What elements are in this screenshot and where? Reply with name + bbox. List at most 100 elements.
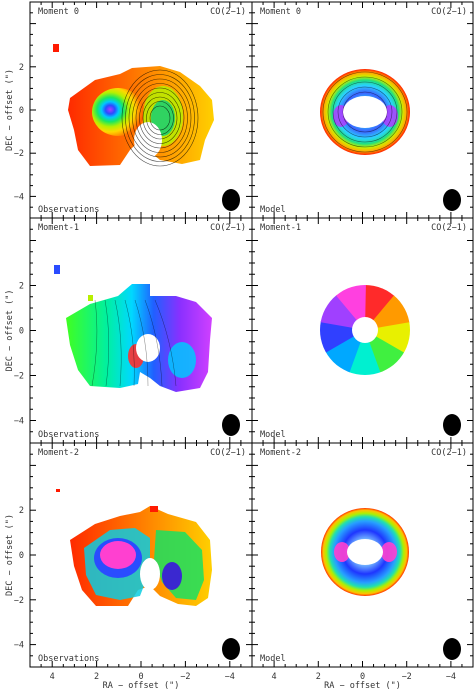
panel-footer-label: Model [260,430,286,440]
x-axis-label: RA − offset (") [103,681,180,691]
mom1-model-velocity-sector [365,285,405,330]
y-tick-label: −2 [14,372,24,382]
x-tick-label: −2 [402,672,412,682]
y-tick-label: 2 [19,282,24,292]
beam-ellipse [443,189,461,211]
mom1-obs-speck [54,265,60,274]
mom0-model-contour [327,76,403,148]
mom0-model-contour [337,86,393,138]
panel-mom0_obs: −4 −2 0 2 Moment 0 CO(2−1) Observations [14,1,253,219]
beam-ellipse [222,638,240,660]
panel-line-label: CO(2−1) [210,448,246,458]
mom2-obs-peak-left [100,541,136,569]
panel-footer-label: Model [260,654,286,664]
mom0-obs-contour [132,83,188,153]
mom2-model-peak-right [381,542,397,562]
beam-ellipse [443,638,461,660]
x-tick-label: −2 [180,672,190,682]
x-axis-label: RA − offset (") [324,681,401,691]
mom1-obs-isovelocity [104,299,109,387]
mom1-obs-hole [136,334,160,362]
panel-line-label: CO(2−1) [431,223,467,233]
x-tick-label: 2 [316,672,321,682]
y-tick-label: −2 [14,596,24,606]
y-axis-label: DEC − offset (") [5,290,15,372]
mom0-model-contour [322,71,408,153]
panel-footer-label: Observations [38,430,99,440]
panel-footer-label: Model [260,205,286,215]
mom1-model-velocity-sector [365,330,410,375]
panel-footer-label: Observations [38,654,99,664]
mom1-obs-isovelocity [144,299,163,387]
x-tick-label: −4 [446,672,456,682]
beam-ellipse [443,414,461,436]
panel-mom1_model: Moment-1 CO(2−1) Model [251,217,474,444]
mom1-obs-blueshift [168,342,196,378]
mom0-obs-contour [121,69,199,167]
panel-mom2_model: 4 2 0 −2 −4 Moment-2 CO(2−1) Model [251,442,474,682]
panel-line-label: CO(2−1) [431,448,467,458]
y-tick-label: 0 [19,327,24,337]
x-tick-label: 2 [94,672,99,682]
x-tick-label: 4 [272,672,277,682]
mom2-obs-peak-right [162,562,182,590]
panel-footer-label: Observations [38,205,99,215]
y-tick-label: 0 [19,106,24,116]
mom2-model-peak-left [334,542,350,562]
mom1-model-velocity-sector [320,330,365,375]
y-tick-label: 2 [19,506,24,516]
panel-mom1_obs: −4 −2 0 2 Moment-1 CO(2−1) Observations [14,217,253,444]
x-tick-label: 0 [360,672,365,682]
mom1-obs-speck-2 [88,295,93,301]
mom1-model-hole [352,317,378,343]
mom2-obs-speck-2 [150,506,158,512]
y-tick-label: −4 [14,417,24,427]
panel-moment-label: Moment-1 [38,223,79,233]
mom0-obs-contour [135,87,185,149]
x-tick-label: 0 [138,672,143,682]
panel-moment-label: Moment-2 [38,448,79,458]
mom1-obs-velocity-field [66,284,212,392]
mom2-obs-hole [140,558,160,590]
mom0-model-contour [332,81,398,143]
panel-line-label: CO(2−1) [431,7,467,17]
mom0-obs-speck [53,44,59,52]
mom2-obs-speck [56,489,60,492]
mom0-obs-contour [125,74,195,162]
mom1-model-velocity-sector [343,330,386,375]
mom1-obs-isovelocity [114,299,122,387]
mom0-obs-contour [142,96,178,140]
panel-moment-label: Moment 0 [260,7,301,17]
y-axis-label: DEC − offset (") [5,69,15,151]
y-axis-label: DEC − offset (") [5,514,15,596]
mom1-obs-isovelocity [154,299,177,387]
mom0-obs-contour [139,92,181,144]
mom0-model-hole [343,96,387,128]
mom0-obs-contour [149,105,171,131]
mom1-obs-isovelocity [124,299,135,387]
y-tick-label: −2 [14,149,24,159]
mom1-obs-isovelocity [134,299,149,387]
y-tick-label: 2 [19,63,24,73]
mom0-obs-peak-left [92,88,144,136]
y-tick-label: −4 [14,641,24,651]
x-tick-label: 4 [50,672,55,682]
beam-ellipse [222,189,240,211]
beam-ellipse [222,414,240,436]
mom2-model-hole [347,539,383,565]
panel-line-label: CO(2−1) [210,223,246,233]
panel-mom2_obs: −4 −2 0 2 4 2 0 −2 −4 Moment-2 CO(2−1) Observations [14,442,253,682]
mom1-obs-isovelocity [91,299,98,387]
panel-moment-label: Moment-2 [260,448,301,458]
panel-moment-label: Moment-1 [260,223,301,233]
x-tick-label: −4 [225,672,235,682]
panel-mom0_model: Moment 0 CO(2−1) Model [251,1,474,219]
mom0-obs-contour [146,101,174,135]
panel-line-label: CO(2−1) [210,7,246,17]
y-tick-label: −4 [14,192,24,202]
y-tick-label: 0 [19,551,24,561]
mom0-obs-contour [128,78,192,158]
panel-moment-label: Moment 0 [38,7,79,17]
